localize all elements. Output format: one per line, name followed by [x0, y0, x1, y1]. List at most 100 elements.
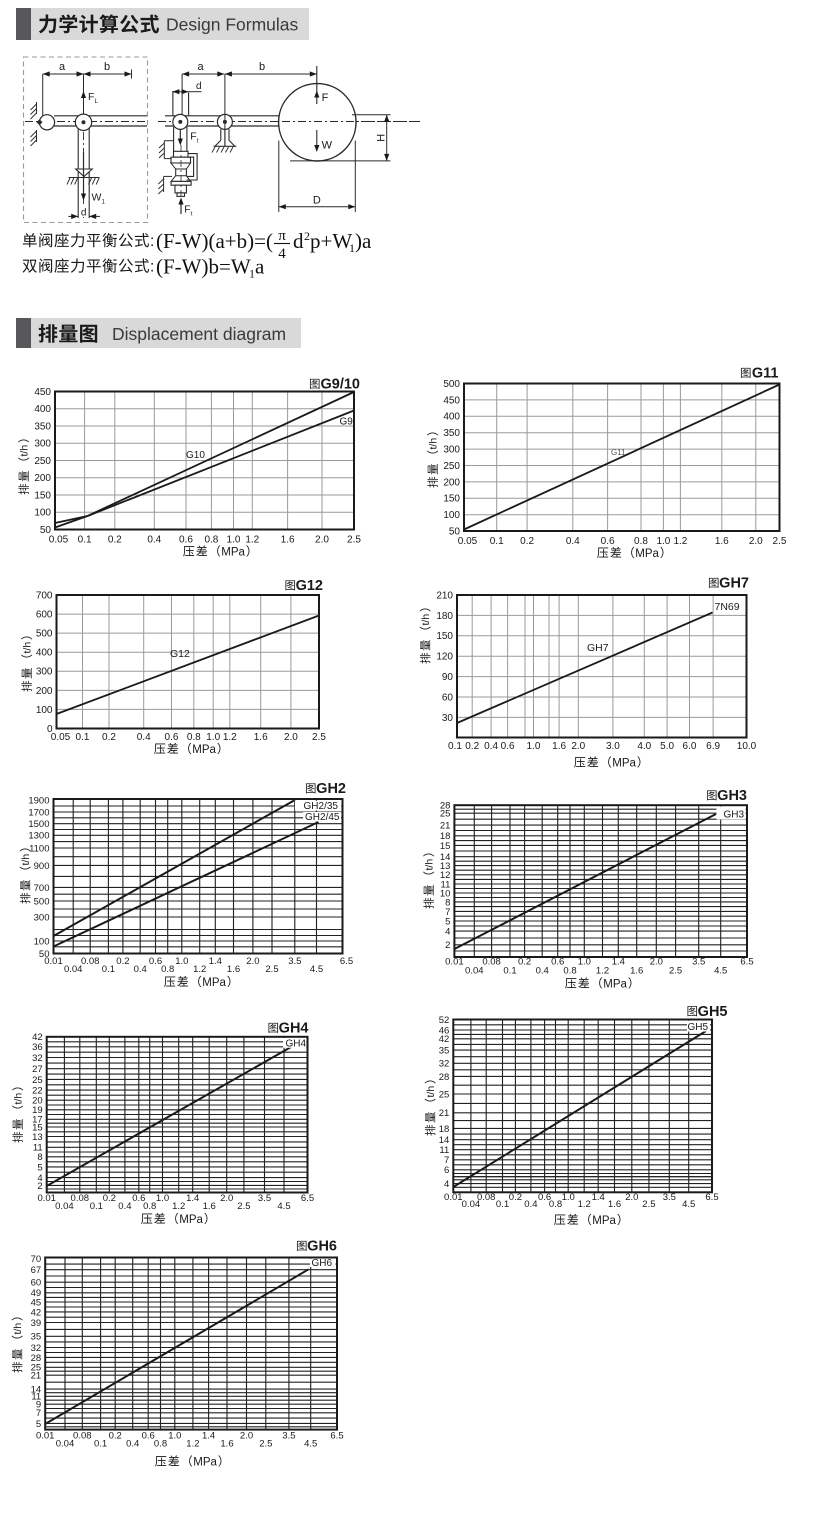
svg-text:1.2: 1.2	[578, 1199, 591, 1210]
svg-text:0.8: 0.8	[563, 966, 576, 977]
svg-text:200: 200	[34, 473, 51, 484]
svg-text:1.6: 1.6	[281, 535, 295, 546]
svg-text:13: 13	[440, 861, 451, 872]
svg-text:2.5: 2.5	[773, 536, 787, 547]
svg-text:1: 1	[349, 241, 355, 255]
svg-text:4.5: 4.5	[304, 1439, 317, 1450]
svg-text:π: π	[278, 228, 286, 244]
svg-text:GH4: GH4	[285, 1039, 306, 1050]
svg-text:t/h: t/h	[425, 1086, 437, 1098]
svg-text:1.6: 1.6	[715, 536, 729, 547]
svg-text:4.5: 4.5	[310, 964, 323, 975]
svg-text:1.6: 1.6	[630, 966, 643, 977]
svg-text:0.6: 0.6	[179, 535, 193, 546]
svg-text:d: d	[81, 208, 87, 219]
svg-text:700: 700	[34, 883, 50, 894]
svg-text:0.8: 0.8	[143, 1201, 156, 1212]
svg-text:150: 150	[436, 631, 453, 642]
svg-text:150: 150	[34, 490, 51, 501]
svg-text:MPa: MPa	[202, 977, 226, 989]
svg-text:300: 300	[443, 445, 460, 456]
svg-text:0.6: 0.6	[538, 1192, 551, 1203]
svg-text:39: 39	[31, 1318, 42, 1329]
svg-text:30: 30	[442, 713, 454, 724]
svg-text:0.4: 0.4	[524, 1199, 537, 1210]
svg-text:2.5: 2.5	[347, 535, 361, 546]
svg-text:L: L	[95, 99, 99, 105]
svg-text:0.01: 0.01	[37, 1193, 56, 1204]
svg-text:1.4: 1.4	[612, 957, 625, 968]
svg-text:G12: G12	[170, 648, 190, 660]
svg-text:t: t	[191, 212, 193, 218]
svg-text:F: F	[322, 92, 329, 104]
svg-text:2.5: 2.5	[669, 966, 682, 977]
svg-text:H: H	[375, 134, 387, 142]
svg-text:50: 50	[40, 525, 52, 536]
svg-text:0.6: 0.6	[165, 732, 179, 743]
svg-text:0.1: 0.1	[94, 1439, 107, 1450]
svg-text:0.6: 0.6	[149, 956, 162, 967]
svg-text:5: 5	[445, 916, 450, 927]
svg-text:GH6: GH6	[307, 1239, 337, 1255]
svg-text:18: 18	[440, 831, 451, 842]
svg-text:t/h: t/h	[428, 438, 440, 450]
svg-text:1300: 1300	[28, 831, 49, 842]
svg-text:0.2: 0.2	[465, 741, 479, 752]
svg-text:0.8: 0.8	[154, 1439, 167, 1450]
svg-text:GH5: GH5	[698, 1004, 728, 1020]
svg-text:0.04: 0.04	[462, 1199, 481, 1210]
svg-text:10.0: 10.0	[737, 741, 757, 752]
svg-text:21: 21	[439, 1108, 450, 1119]
svg-text:450: 450	[443, 395, 460, 406]
svg-text:GH2: GH2	[316, 781, 346, 797]
svg-text:0.04: 0.04	[465, 966, 484, 977]
svg-text:150: 150	[443, 494, 460, 505]
svg-text:300: 300	[34, 912, 50, 923]
svg-text:0.1: 0.1	[490, 536, 504, 547]
svg-text:0.05: 0.05	[51, 732, 71, 743]
svg-text:0.04: 0.04	[64, 964, 83, 975]
svg-text:15: 15	[440, 841, 451, 852]
svg-text:F: F	[88, 91, 94, 103]
svg-text:GH2/45: GH2/45	[305, 812, 340, 823]
svg-text:MPa: MPa	[192, 744, 216, 756]
svg-text:180: 180	[436, 611, 453, 622]
svg-text:a: a	[59, 61, 66, 73]
svg-text:0.2: 0.2	[109, 1431, 122, 1442]
svg-text:17: 17	[32, 1115, 43, 1126]
svg-text:15: 15	[32, 1122, 43, 1133]
svg-text:0.4: 0.4	[484, 741, 498, 752]
svg-text:2.5: 2.5	[265, 964, 278, 975]
svg-text:4: 4	[278, 246, 286, 262]
svg-text:13: 13	[32, 1132, 43, 1143]
svg-text:210: 210	[436, 590, 453, 601]
svg-text:5.0: 5.0	[660, 741, 674, 752]
svg-text:1.6: 1.6	[254, 732, 268, 743]
svg-text:6.0: 6.0	[683, 741, 697, 752]
svg-text:t/h: t/h	[20, 854, 32, 866]
svg-text:1700: 1700	[28, 807, 49, 818]
svg-text:1.2: 1.2	[596, 966, 609, 977]
svg-text:25: 25	[31, 1363, 42, 1374]
svg-text:1.4: 1.4	[209, 956, 222, 967]
svg-text:900: 900	[34, 861, 50, 872]
svg-text:2.0: 2.0	[625, 1192, 638, 1203]
svg-text:MPa: MPa	[179, 1214, 203, 1226]
svg-text:0.05: 0.05	[49, 535, 69, 546]
svg-text:1.0: 1.0	[656, 536, 670, 547]
svg-text:200: 200	[36, 686, 53, 697]
svg-text:0.8: 0.8	[187, 732, 201, 743]
svg-text:0.01: 0.01	[44, 956, 63, 967]
svg-text:5: 5	[37, 1162, 42, 1173]
svg-text:t/h: t/h	[13, 1093, 25, 1105]
svg-text:0.08: 0.08	[71, 1193, 90, 1204]
svg-text:100: 100	[36, 705, 53, 716]
svg-text:11: 11	[439, 1145, 449, 1156]
svg-text:0.8: 0.8	[161, 964, 174, 975]
svg-text:t/h: t/h	[22, 642, 34, 654]
svg-text:GH7: GH7	[587, 642, 609, 654]
svg-text:0.05: 0.05	[458, 536, 478, 547]
svg-text:GH2/35: GH2/35	[304, 801, 339, 812]
svg-text:50: 50	[449, 527, 461, 538]
svg-text:a: a	[197, 61, 204, 73]
